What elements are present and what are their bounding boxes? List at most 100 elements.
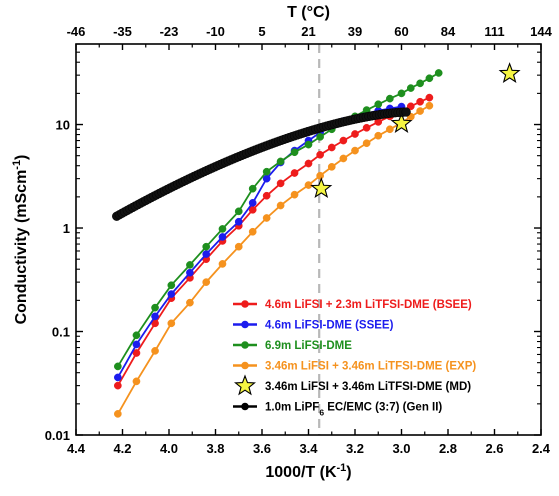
data-point <box>114 381 122 390</box>
series-5 <box>112 107 411 221</box>
y-tick-label: 0.01 <box>45 428 70 443</box>
data-point <box>186 298 194 307</box>
legend-marker-icon <box>241 402 249 411</box>
data-point <box>425 93 434 102</box>
data-point <box>186 268 194 277</box>
top-tick-label: -10 <box>206 24 225 39</box>
data-point <box>362 139 371 148</box>
top-tick-label: 60 <box>394 24 408 39</box>
data-point <box>262 214 271 222</box>
data-point <box>425 74 434 83</box>
x-tick-label: 2.6 <box>485 441 503 456</box>
x-tick-label: 3.2 <box>346 441 364 456</box>
data-point <box>262 191 271 200</box>
legend-label: 4.6m LiFSI + 2.3m LiTFSI-DME (BSEE) <box>265 299 472 311</box>
legend-marker-icon <box>241 341 249 349</box>
data-point <box>316 171 324 180</box>
x-tick-label: 3.0 <box>392 441 410 456</box>
labels-layer: 1000/T (K-1) T (°C) Conductivity (mScm-1… <box>11 4 352 481</box>
star-point <box>498 62 521 84</box>
data-point <box>151 312 159 321</box>
x-axis-title: 1000/T (K-1) <box>265 462 351 481</box>
data-point <box>397 89 406 98</box>
y-axis-title: Conductivity (mScm-1) <box>11 155 30 325</box>
data-point <box>416 79 424 88</box>
data-point <box>351 146 359 155</box>
legend-label: 3.46m LiFSI + 3.46m LiTFSI-DME (MD) <box>265 381 471 393</box>
series-layer <box>112 62 521 418</box>
data-point <box>290 190 299 199</box>
data-point <box>114 362 122 371</box>
data-point <box>351 130 359 138</box>
data-point <box>290 148 299 157</box>
x-tick-label: 4.2 <box>113 441 131 456</box>
legend-label: 3.46m LiFSI + 3.46m LiTFSI-DME (EXP) <box>265 361 476 373</box>
data-point <box>248 199 257 207</box>
data-point <box>202 278 211 286</box>
legend-label: 1.0m LiPF6 EC/EMC (3:7) (Gen II) <box>265 402 442 418</box>
data-point <box>339 154 348 163</box>
legend: 4.6m LiFSI + 2.3m LiTFSI-DME (BSEE) 4.6m … <box>233 299 476 418</box>
series-4 <box>310 62 521 199</box>
star-point <box>390 112 413 134</box>
data-point <box>374 100 383 109</box>
legend-star-icon <box>233 374 257 396</box>
x-tick-label: 4.0 <box>160 441 178 456</box>
data-point <box>186 261 194 269</box>
x-tick-label: 4.4 <box>67 441 86 456</box>
y-tick-label: 0.1 <box>52 325 70 340</box>
legend-marker-icon <box>241 320 249 329</box>
data-point <box>316 150 324 159</box>
data-point <box>248 227 257 236</box>
data-point <box>132 349 141 357</box>
data-point <box>167 319 176 328</box>
top-tick-label: 144 <box>530 24 552 39</box>
legend-marker-icon <box>241 300 249 308</box>
data-point <box>132 331 141 340</box>
top-tick-label: -35 <box>113 24 132 39</box>
data-point <box>434 69 443 77</box>
data-point <box>151 303 159 312</box>
data-point <box>132 340 141 349</box>
top-axis-title: T (°C) <box>287 4 330 21</box>
plot-frame <box>75 43 542 436</box>
data-point <box>304 159 313 168</box>
data-point <box>218 233 227 241</box>
x-tick-label: 3.4 <box>299 441 318 456</box>
data-point <box>218 225 227 233</box>
data-point <box>416 107 424 115</box>
data-point <box>132 377 141 386</box>
data-point <box>406 102 415 111</box>
data-point <box>406 84 415 92</box>
x-tick-label: 3.8 <box>206 441 224 456</box>
data-point <box>327 163 336 171</box>
data-point <box>202 242 211 251</box>
data-point <box>425 101 434 110</box>
top-tick-label: 21 <box>301 24 315 39</box>
data-point <box>151 347 159 355</box>
star-point <box>310 177 333 199</box>
data-point <box>167 281 176 290</box>
data-point <box>386 125 394 134</box>
y-tick-label: 1 <box>63 221 70 236</box>
top-tick-label: 39 <box>348 24 362 39</box>
data-point <box>327 143 336 152</box>
legend-marker-icon <box>241 361 249 370</box>
data-point <box>339 136 348 145</box>
top-tick-label: -46 <box>67 24 86 39</box>
data-point <box>114 410 122 418</box>
data-point <box>386 94 394 103</box>
ticks-layer: 4.4 4.2 4.0 3.8 3.6 3.4 3.2 3.0 2.8 2.6 2.4 -46 -35 -… <box>45 24 553 456</box>
data-point <box>218 260 227 268</box>
data-point <box>276 157 285 166</box>
top-tick-label: 84 <box>441 24 456 39</box>
data-point <box>262 167 271 176</box>
data-point <box>362 123 371 132</box>
x-tick-label: 2.8 <box>439 441 457 456</box>
data-point <box>290 169 299 177</box>
data-point <box>304 140 313 149</box>
data-point <box>248 184 257 193</box>
top-tick-label: -23 <box>160 24 179 39</box>
data-point <box>276 179 285 188</box>
